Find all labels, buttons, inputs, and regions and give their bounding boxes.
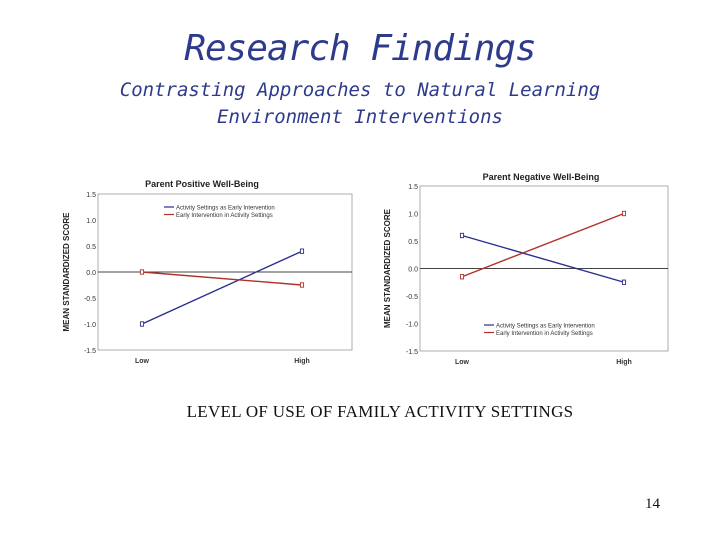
x-tick-label: Low	[135, 358, 150, 365]
data-point	[139, 321, 145, 327]
legend-label: Activity Settings as Early Intervention	[176, 205, 275, 211]
y-tick-label: -0.5	[406, 294, 418, 301]
slide-subtitle: Contrasting Approaches to Natural Learni…	[60, 77, 660, 131]
y-tick-label: 1.0	[86, 218, 96, 225]
legend-label: Early Intervention in Activity Settings	[176, 213, 273, 219]
y-tick-label: -1.0	[84, 322, 96, 329]
y-tick-label: -1.5	[84, 348, 96, 355]
series-line	[461, 212, 625, 278]
legend-label: Early Intervention in Activity Settings	[496, 331, 593, 337]
y-tick-label: 1.5	[408, 184, 418, 191]
x-tick-label: High	[294, 358, 310, 365]
data-point	[139, 269, 145, 275]
data-point	[299, 248, 305, 254]
subtitle-line-2: Environment Interventions	[217, 106, 503, 128]
y-tick-label: 0.5	[86, 244, 96, 251]
data-point	[299, 282, 305, 288]
y-tick-label: 1.0	[408, 212, 418, 219]
y-tick-label: 0.5	[408, 239, 418, 246]
y-axis-label: MEAN STANDARDIZED SCORE	[383, 208, 392, 328]
data-point	[459, 232, 465, 239]
y-tick-label: 0.0	[86, 270, 96, 277]
page-number: 14	[645, 496, 660, 512]
y-axis-label: MEAN STANDARDIZED SCORE	[62, 212, 71, 332]
y-tick-label: 0.0	[408, 267, 418, 274]
y-tick-label: -0.5	[84, 296, 96, 303]
data-point	[621, 279, 627, 285]
legend-label: Activity Settings as Early Intervention	[496, 323, 595, 329]
series-line	[461, 234, 625, 283]
slide-title: Research Findings	[184, 28, 536, 69]
data-point	[459, 274, 465, 280]
series-line	[141, 250, 303, 325]
chart-title: Parent Negative Well-Being	[483, 172, 600, 182]
y-tick-label: -1.0	[406, 322, 418, 329]
x-tick-label: Low	[455, 359, 470, 366]
series-line	[141, 271, 303, 286]
y-tick-label: -1.5	[406, 349, 418, 356]
x-tick-label: High	[616, 359, 632, 366]
subtitle-line-1: Contrasting Approaches to Natural Learni…	[119, 79, 601, 101]
x-axis-caption: LEVEL OF USE OF FAMILY ACTIVITY SETTINGS	[186, 402, 574, 421]
data-point	[621, 210, 627, 217]
chart-title: Parent Positive Well-Being	[145, 179, 259, 189]
y-tick-label: 1.5	[86, 192, 96, 199]
